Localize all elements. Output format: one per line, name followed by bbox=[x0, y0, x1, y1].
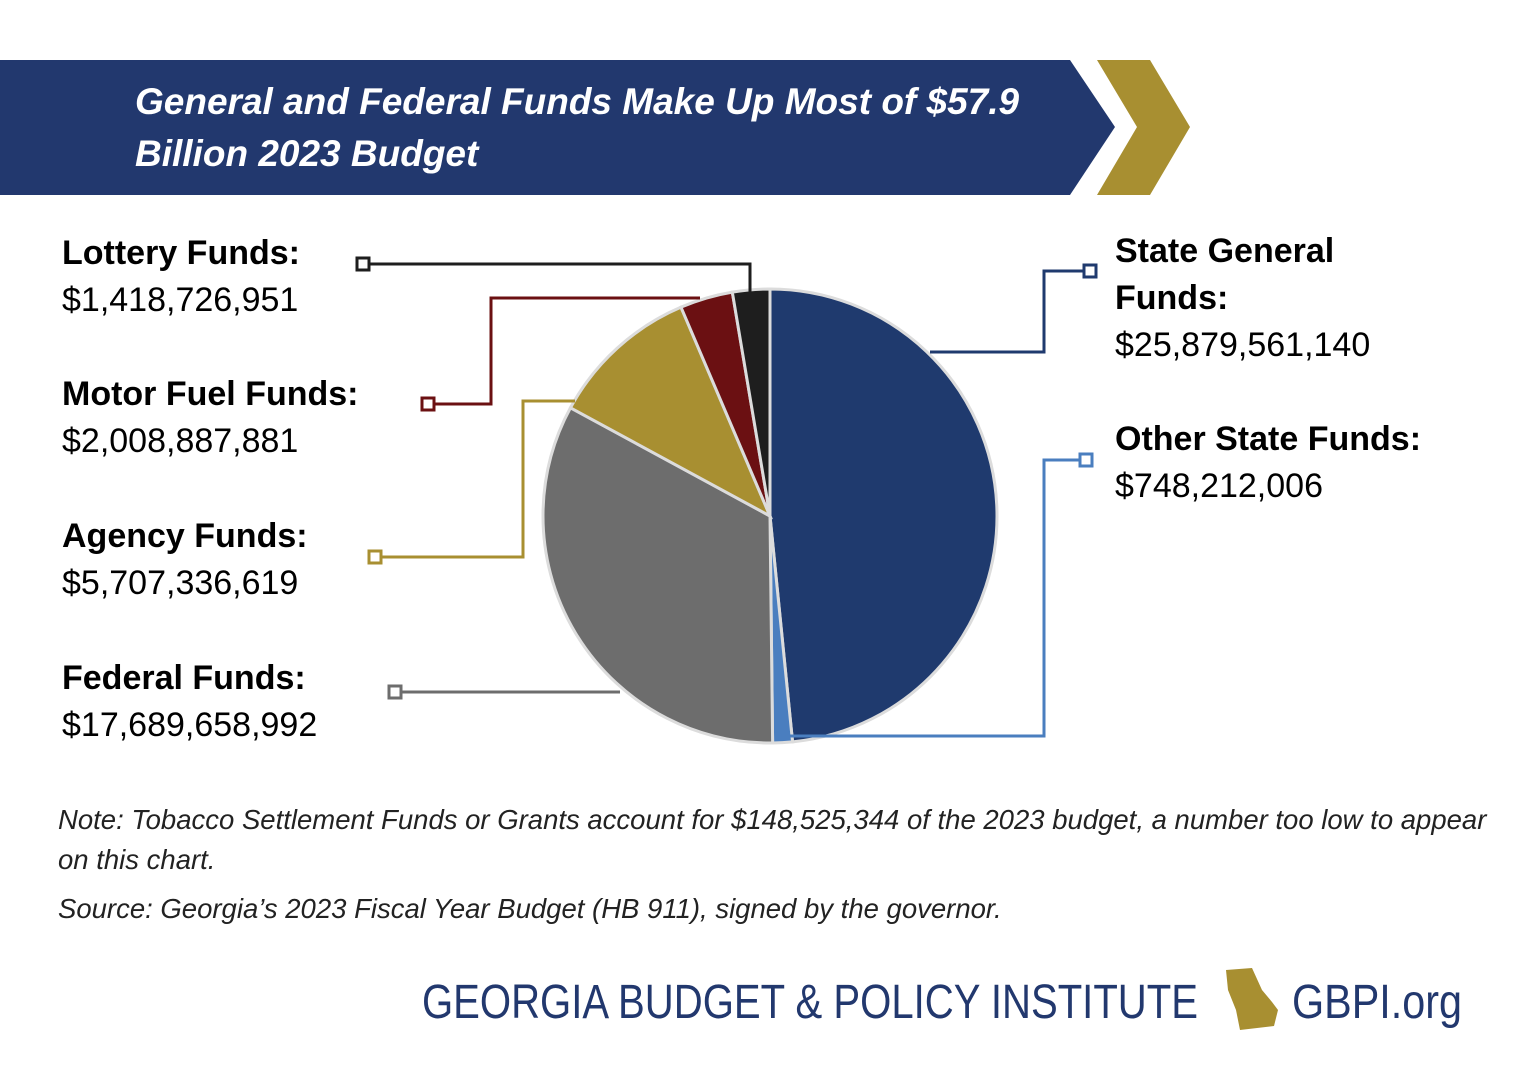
value-label: $1,418,726,951 bbox=[62, 281, 299, 319]
category-label: State General Funds: bbox=[1115, 232, 1335, 317]
leader-marker bbox=[387, 684, 403, 700]
slice-label: Agency Funds: $5,707,336,619 bbox=[62, 513, 462, 607]
georgia-icon bbox=[1226, 968, 1278, 1030]
slice-label: Federal Funds: $17,689,658,992 bbox=[62, 655, 462, 749]
category-label: Federal Funds: bbox=[62, 659, 306, 697]
chevron bbox=[1097, 60, 1190, 195]
pie-slice bbox=[568, 305, 774, 520]
website: GBPI.org bbox=[1292, 976, 1462, 1029]
leader-line bbox=[363, 262, 752, 292]
category-label: Other State Funds: bbox=[1115, 420, 1422, 458]
leader-marker bbox=[420, 396, 436, 412]
title: General and Federal Funds Make Up Most o… bbox=[135, 81, 1020, 174]
leader-marker bbox=[355, 256, 371, 272]
title-banner bbox=[0, 60, 1115, 195]
leader-line bbox=[428, 296, 700, 406]
category-label: Lottery Funds: bbox=[62, 234, 300, 272]
organization: GEORGIA BUDGET & POLICY INSTITUTE bbox=[422, 976, 1198, 1029]
note: Note: Tobacco Settlement Funds or Grants… bbox=[58, 804, 1487, 875]
slice-label: Lottery Funds: $1,418,726,951 bbox=[62, 230, 462, 324]
pie-slice bbox=[541, 405, 775, 745]
leader-marker bbox=[1078, 452, 1094, 468]
slice-label: Motor Fuel Funds: $2,008,887,881 bbox=[62, 371, 462, 465]
value-label: $748,212,006 bbox=[1115, 467, 1323, 505]
leader-line bbox=[375, 399, 575, 559]
slice-label: State General Funds: $25,879,561,140 bbox=[1115, 228, 1415, 369]
value-label: $5,707,336,619 bbox=[62, 564, 299, 602]
leader-marker bbox=[367, 549, 383, 565]
value-label: $17,689,658,992 bbox=[62, 706, 318, 744]
category-label: Agency Funds: bbox=[62, 517, 308, 555]
source: Source: Georgia’s 2023 Fiscal Year Budge… bbox=[58, 893, 1002, 924]
slice-label: Other State Funds: $748,212,006 bbox=[1115, 416, 1515, 510]
category-label: Motor Fuel Funds: bbox=[62, 375, 359, 413]
pie bbox=[541, 287, 999, 745]
leader-marker bbox=[1082, 263, 1098, 279]
leaders bbox=[355, 256, 1098, 738]
leader-line bbox=[930, 269, 1090, 354]
value-label: $25,879,561,140 bbox=[1115, 326, 1371, 364]
leader-line bbox=[785, 458, 1086, 738]
value-label: $2,008,887,881 bbox=[62, 422, 299, 460]
pie-slice bbox=[768, 287, 999, 744]
